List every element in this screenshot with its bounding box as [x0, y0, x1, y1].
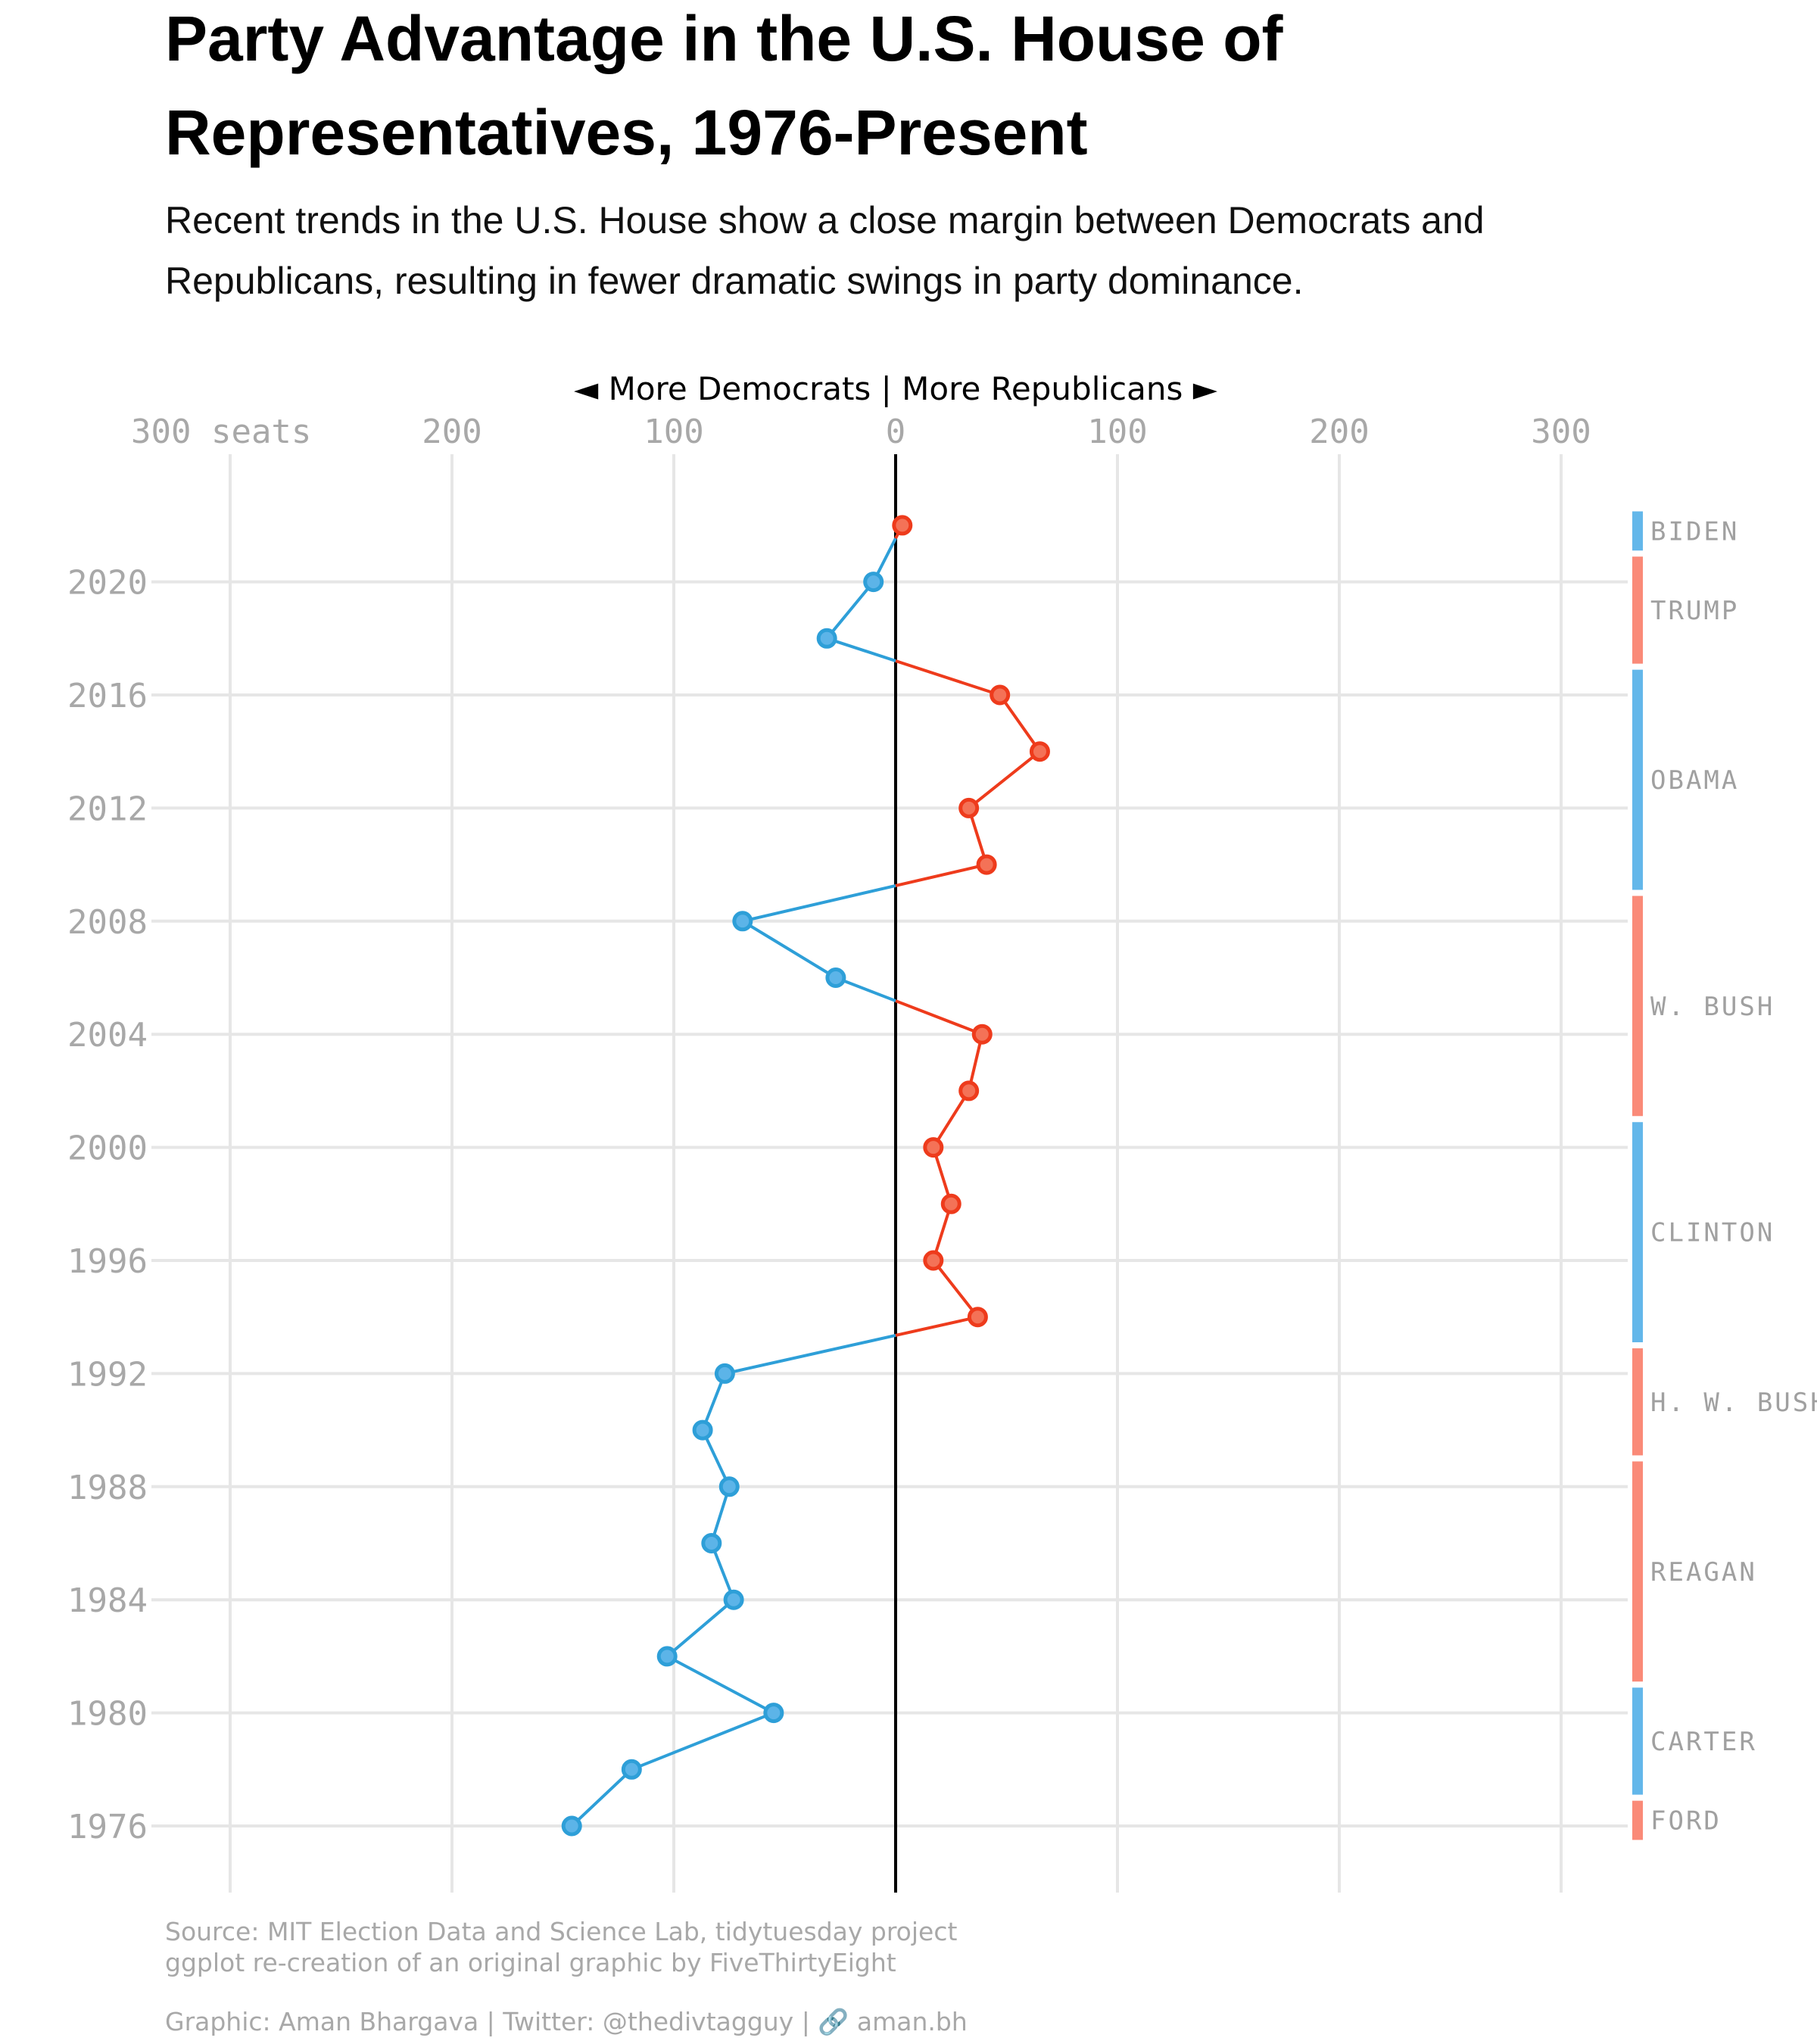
- republican-margin-point: [958, 797, 980, 818]
- margin-line-segment: [835, 976, 896, 1002]
- margin-line-segment: [570, 1768, 633, 1827]
- x-tick-label: 100: [644, 413, 703, 451]
- x-tick-label: 300 seats: [131, 413, 311, 451]
- x-tick-label: 300: [1531, 413, 1591, 451]
- president-term-bar: [1632, 896, 1643, 1117]
- x-tick-label: 200: [422, 413, 482, 451]
- y-tick-label: 2008: [67, 903, 148, 942]
- president-term-bar: [1632, 669, 1643, 890]
- democrat-margin-point: [863, 572, 884, 593]
- democrat-margin-point: [718, 1476, 740, 1497]
- margin-line-segment: [895, 1315, 978, 1337]
- republican-margin-point: [990, 684, 1011, 706]
- y-tick-label: 1988: [67, 1469, 148, 1507]
- chart-subtitle-line-2: Republicans, resulting in fewer dramatic…: [165, 260, 1304, 302]
- democrat-margin-point: [701, 1533, 722, 1553]
- president-term-bar: [1632, 1461, 1643, 1682]
- republican-margin-point: [923, 1137, 944, 1158]
- x-tick-label: 100: [1087, 413, 1147, 451]
- republican-margin-point: [892, 515, 913, 536]
- president-label: CARTER: [1650, 1727, 1757, 1757]
- y-tick-label: 1992: [67, 1355, 148, 1394]
- caption-credit: Graphic: Aman Bhargava | Twitter: @thedi…: [165, 2007, 968, 2037]
- democrat-margin-point: [723, 1589, 744, 1610]
- republican-margin-point: [1029, 741, 1050, 762]
- democrat-margin-point: [714, 1363, 735, 1384]
- margin-lines: [570, 524, 1042, 1827]
- president-term-bar: [1632, 1687, 1643, 1795]
- margin-line-segment: [741, 920, 837, 980]
- caption-recreation: ggplot re-creation of an original graphi…: [165, 1948, 896, 1977]
- president-label: REAGAN: [1650, 1557, 1757, 1588]
- gridlines: [151, 454, 1628, 1893]
- caption-source: Source: MIT Election Data and Science La…: [165, 1917, 957, 1946]
- y-tick-label: 2000: [67, 1129, 148, 1168]
- y-tick-label: 1980: [67, 1695, 148, 1734]
- y-tick-label: 2016: [67, 677, 148, 715]
- president-label: H. W. BUSH: [1650, 1388, 1817, 1418]
- president-bars: BIDEN TRUMP OBAMA W. BUSH CLINTON H. W. BUSH R…: [1632, 511, 1817, 1840]
- margin-line-segment: [666, 1655, 774, 1715]
- chart-title-line-2: Representatives, 1976-Present: [165, 97, 1088, 168]
- republican-margin-point: [976, 854, 997, 875]
- y-axis-tick-labels: 1976 1980 1984 1988 1992 1996 2000 2004 2008 2012…: [67, 564, 148, 1846]
- president-term-bar: [1632, 556, 1643, 664]
- president-label: OBAMA: [1650, 765, 1739, 796]
- republican-margin-point: [967, 1307, 988, 1328]
- democrat-margin-point: [561, 1815, 582, 1837]
- margin-line-segment: [895, 999, 983, 1036]
- democrat-margin-point: [816, 628, 837, 649]
- margin-points: [561, 515, 1050, 1837]
- president-term-bar: [1632, 1800, 1643, 1840]
- republican-margin-point: [971, 1024, 993, 1045]
- president-label: W. BUSH: [1650, 992, 1775, 1022]
- y-tick-label: 2004: [67, 1016, 148, 1055]
- y-tick-label: 2012: [67, 790, 148, 828]
- margin-line-segment: [932, 1259, 979, 1318]
- direction-label: ◄ More Democrats | More Republicans ►: [574, 370, 1218, 407]
- margin-line-segment: [742, 883, 896, 923]
- margin-line-segment: [895, 659, 1001, 696]
- democrat-margin-point: [763, 1703, 784, 1724]
- margin-line-segment: [826, 637, 896, 662]
- margin-line-segment: [701, 1429, 731, 1488]
- margin-line-segment: [631, 1711, 774, 1771]
- margin-line-segment: [999, 693, 1042, 752]
- president-label: CLINTON: [1650, 1218, 1775, 1248]
- y-tick-label: 1984: [67, 1581, 148, 1620]
- president-label: TRUMP: [1650, 596, 1739, 626]
- president-label: BIDEN: [1650, 516, 1739, 547]
- margin-line-segment: [932, 1089, 971, 1148]
- democrat-margin-point: [656, 1646, 678, 1667]
- chart-title-line-1: Party Advantage in the U.S. House of: [165, 3, 1284, 74]
- margin-line-segment: [665, 1598, 735, 1658]
- republican-margin-point: [940, 1193, 961, 1214]
- margin-line-segment: [968, 750, 1041, 809]
- president-term-bar: [1632, 1348, 1643, 1456]
- margin-line-segment: [895, 863, 987, 887]
- president-label: FORD: [1650, 1806, 1722, 1837]
- democrat-margin-point: [692, 1419, 713, 1441]
- president-term-bar: [1632, 1122, 1643, 1343]
- y-tick-label: 1996: [67, 1242, 148, 1281]
- y-tick-label: 2020: [67, 564, 148, 603]
- x-tick-label: 200: [1309, 413, 1369, 451]
- democrat-margin-point: [621, 1759, 642, 1780]
- democrat-margin-point: [825, 967, 846, 988]
- democrat-margin-point: [732, 911, 753, 932]
- margin-line-segment: [825, 581, 875, 640]
- republican-margin-point: [923, 1250, 944, 1271]
- x-axis-tick-labels: 300 seats 200 100 0 100 200 300: [131, 413, 1591, 451]
- margin-line-segment: [724, 1333, 896, 1376]
- x-tick-label: 0: [886, 413, 906, 451]
- y-tick-label: 1976: [67, 1808, 148, 1846]
- chart-subtitle-line-1: Recent trends in the U.S. House show a c…: [165, 199, 1485, 241]
- republican-margin-point: [958, 1080, 980, 1101]
- president-term-bar: [1632, 511, 1643, 551]
